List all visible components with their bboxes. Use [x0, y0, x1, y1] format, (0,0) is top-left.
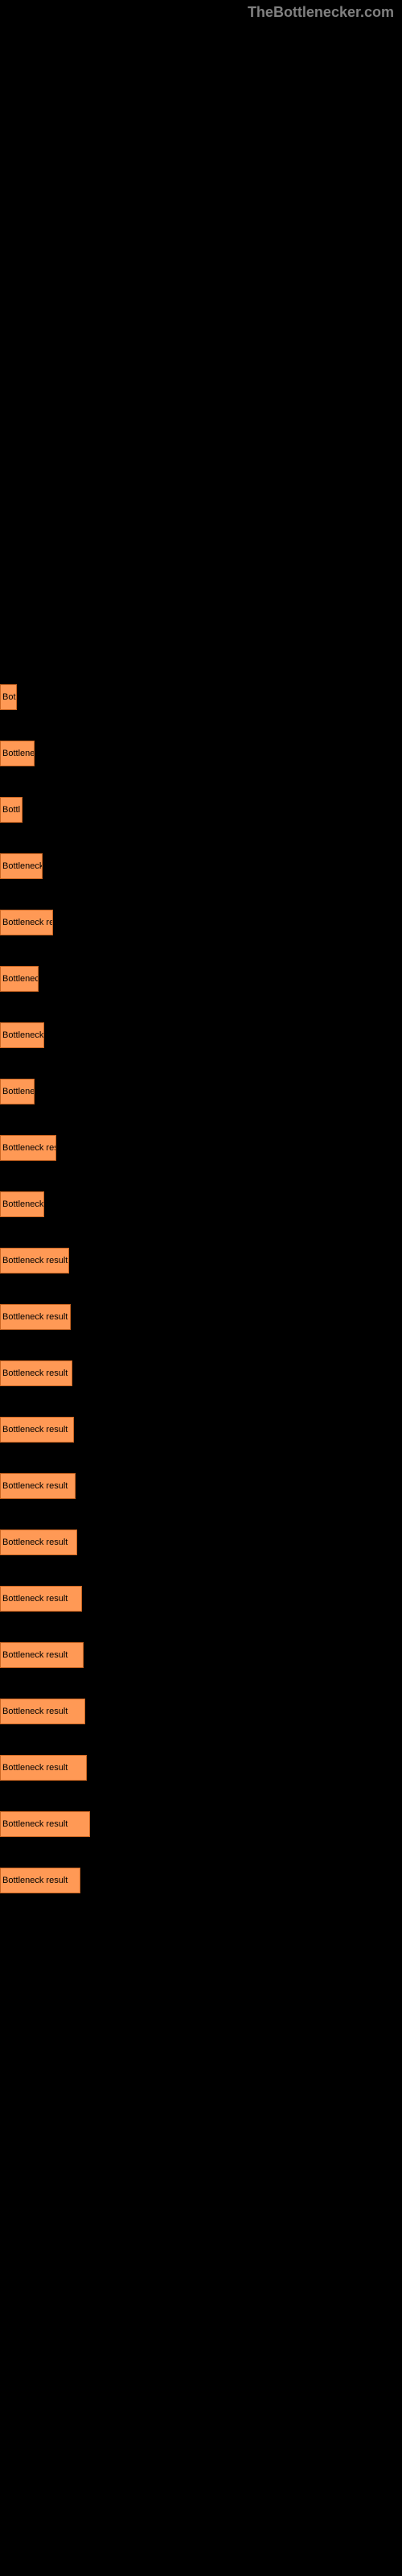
bar-row: Bottleneck result: [0, 1868, 402, 1893]
chart-bar: Bottleneck result: [0, 1699, 85, 1724]
chart-bar: Bottlenec: [0, 966, 39, 992]
bar-row: Bottleneck result: [0, 1811, 402, 1837]
bar-row: Bottleneck result: [0, 1473, 402, 1499]
chart-bar: Bottleneck re: [0, 910, 53, 935]
bar-chart: Bot Bottlene Bottl Bottleneck Bottleneck re B…: [0, 0, 402, 1964]
watermark-text: TheBottlenecker.com: [248, 4, 394, 21]
chart-bar: Bottleneck result: [0, 1248, 69, 1274]
bar-row: Bottlene: [0, 1079, 402, 1104]
bar-row: Bottleneck result: [0, 1586, 402, 1612]
bar-row: Bottleneck result: [0, 1304, 402, 1330]
bar-row: Bottlenec: [0, 966, 402, 992]
chart-bar: Bottlene: [0, 1079, 35, 1104]
bar-row: Bottleneck result: [0, 1530, 402, 1555]
bar-row: Bottlene: [0, 741, 402, 766]
chart-bar: Bottleneck result: [0, 1642, 84, 1668]
chart-bar: Bottleneck result: [0, 1868, 80, 1893]
chart-bar: Bottlene: [0, 741, 35, 766]
chart-bar: Bottl: [0, 797, 23, 823]
bar-row: Bottl: [0, 797, 402, 823]
chart-bar: Bot: [0, 684, 17, 710]
bar-row: Bottleneck result: [0, 1417, 402, 1443]
bar-row: Bot: [0, 684, 402, 710]
chart-bar: Bottleneck result: [0, 1304, 71, 1330]
chart-bar: Bottleneck result: [0, 1811, 90, 1837]
bar-row: Bottleneck: [0, 1191, 402, 1217]
bar-row: Bottleneck result: [0, 1699, 402, 1724]
bar-row: Bottleneck: [0, 853, 402, 879]
chart-bar: Bottleneck: [0, 853, 43, 879]
chart-bar: Bottleneck: [0, 1022, 44, 1048]
chart-bar: Bottleneck result: [0, 1530, 77, 1555]
chart-bar: Bottleneck: [0, 1191, 44, 1217]
chart-bar: Bottleneck result: [0, 1586, 82, 1612]
bar-row: Bottleneck result: [0, 1642, 402, 1668]
chart-bar: Bottleneck result: [0, 1473, 76, 1499]
bar-row: Bottleneck res: [0, 1135, 402, 1161]
bar-row: Bottleneck result: [0, 1248, 402, 1274]
chart-bar: Bottleneck result: [0, 1755, 87, 1781]
chart-bar: Bottleneck result: [0, 1417, 74, 1443]
bar-row: Bottleneck result: [0, 1755, 402, 1781]
bar-row: Bottleneck re: [0, 910, 402, 935]
chart-bar: Bottleneck result: [0, 1360, 72, 1386]
bar-row: Bottleneck: [0, 1022, 402, 1048]
chart-bar: Bottleneck res: [0, 1135, 56, 1161]
bar-row: Bottleneck result: [0, 1360, 402, 1386]
